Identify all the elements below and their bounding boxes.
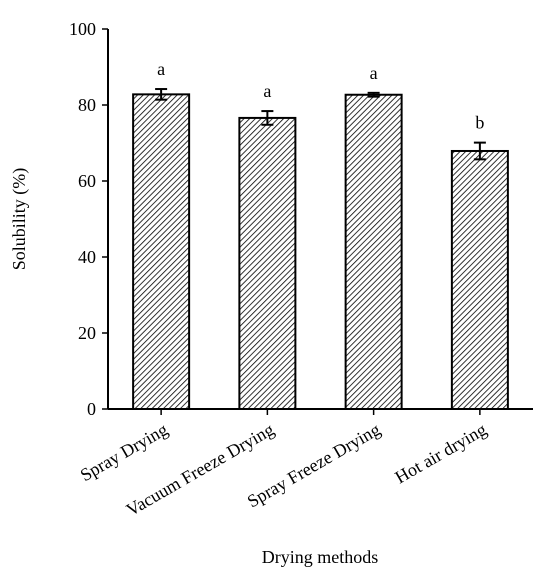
y-tick-label-0: 0 — [87, 399, 96, 419]
bar-0 — [132, 93, 191, 411]
x-tick-label-3: Hot air drying — [392, 419, 490, 487]
bar-3 — [450, 149, 509, 410]
y-tick-label-1: 20 — [78, 323, 96, 343]
significance-label-3: b — [475, 113, 484, 133]
significance-labels-group: a a a b — [157, 59, 484, 133]
error-bar-0 — [155, 88, 168, 101]
error-bar-2 — [367, 91, 380, 98]
y-axis-title: Solubility (%) — [9, 168, 30, 271]
y-ticks-group: 0 20 40 60 80 100 — [69, 19, 108, 419]
bar-1 — [238, 116, 297, 410]
y-tick-label-5: 100 — [69, 19, 96, 39]
error-bar-1 — [261, 110, 274, 126]
x-tick-label-0: Spray Drying — [77, 419, 171, 485]
y-tick-label-4: 80 — [78, 95, 96, 115]
bars-group — [132, 93, 509, 411]
axes-group — [107, 29, 533, 410]
y-tick-label-3: 60 — [78, 171, 96, 191]
bar-2 — [344, 93, 403, 411]
x-axis-title: Drying methods — [262, 547, 379, 567]
y-tick-label-2: 40 — [78, 247, 96, 267]
significance-label-0: a — [157, 59, 165, 79]
significance-label-2: a — [370, 63, 378, 83]
error-bars-group — [155, 88, 486, 161]
error-bar-3 — [473, 141, 486, 161]
significance-label-1: a — [263, 81, 271, 101]
